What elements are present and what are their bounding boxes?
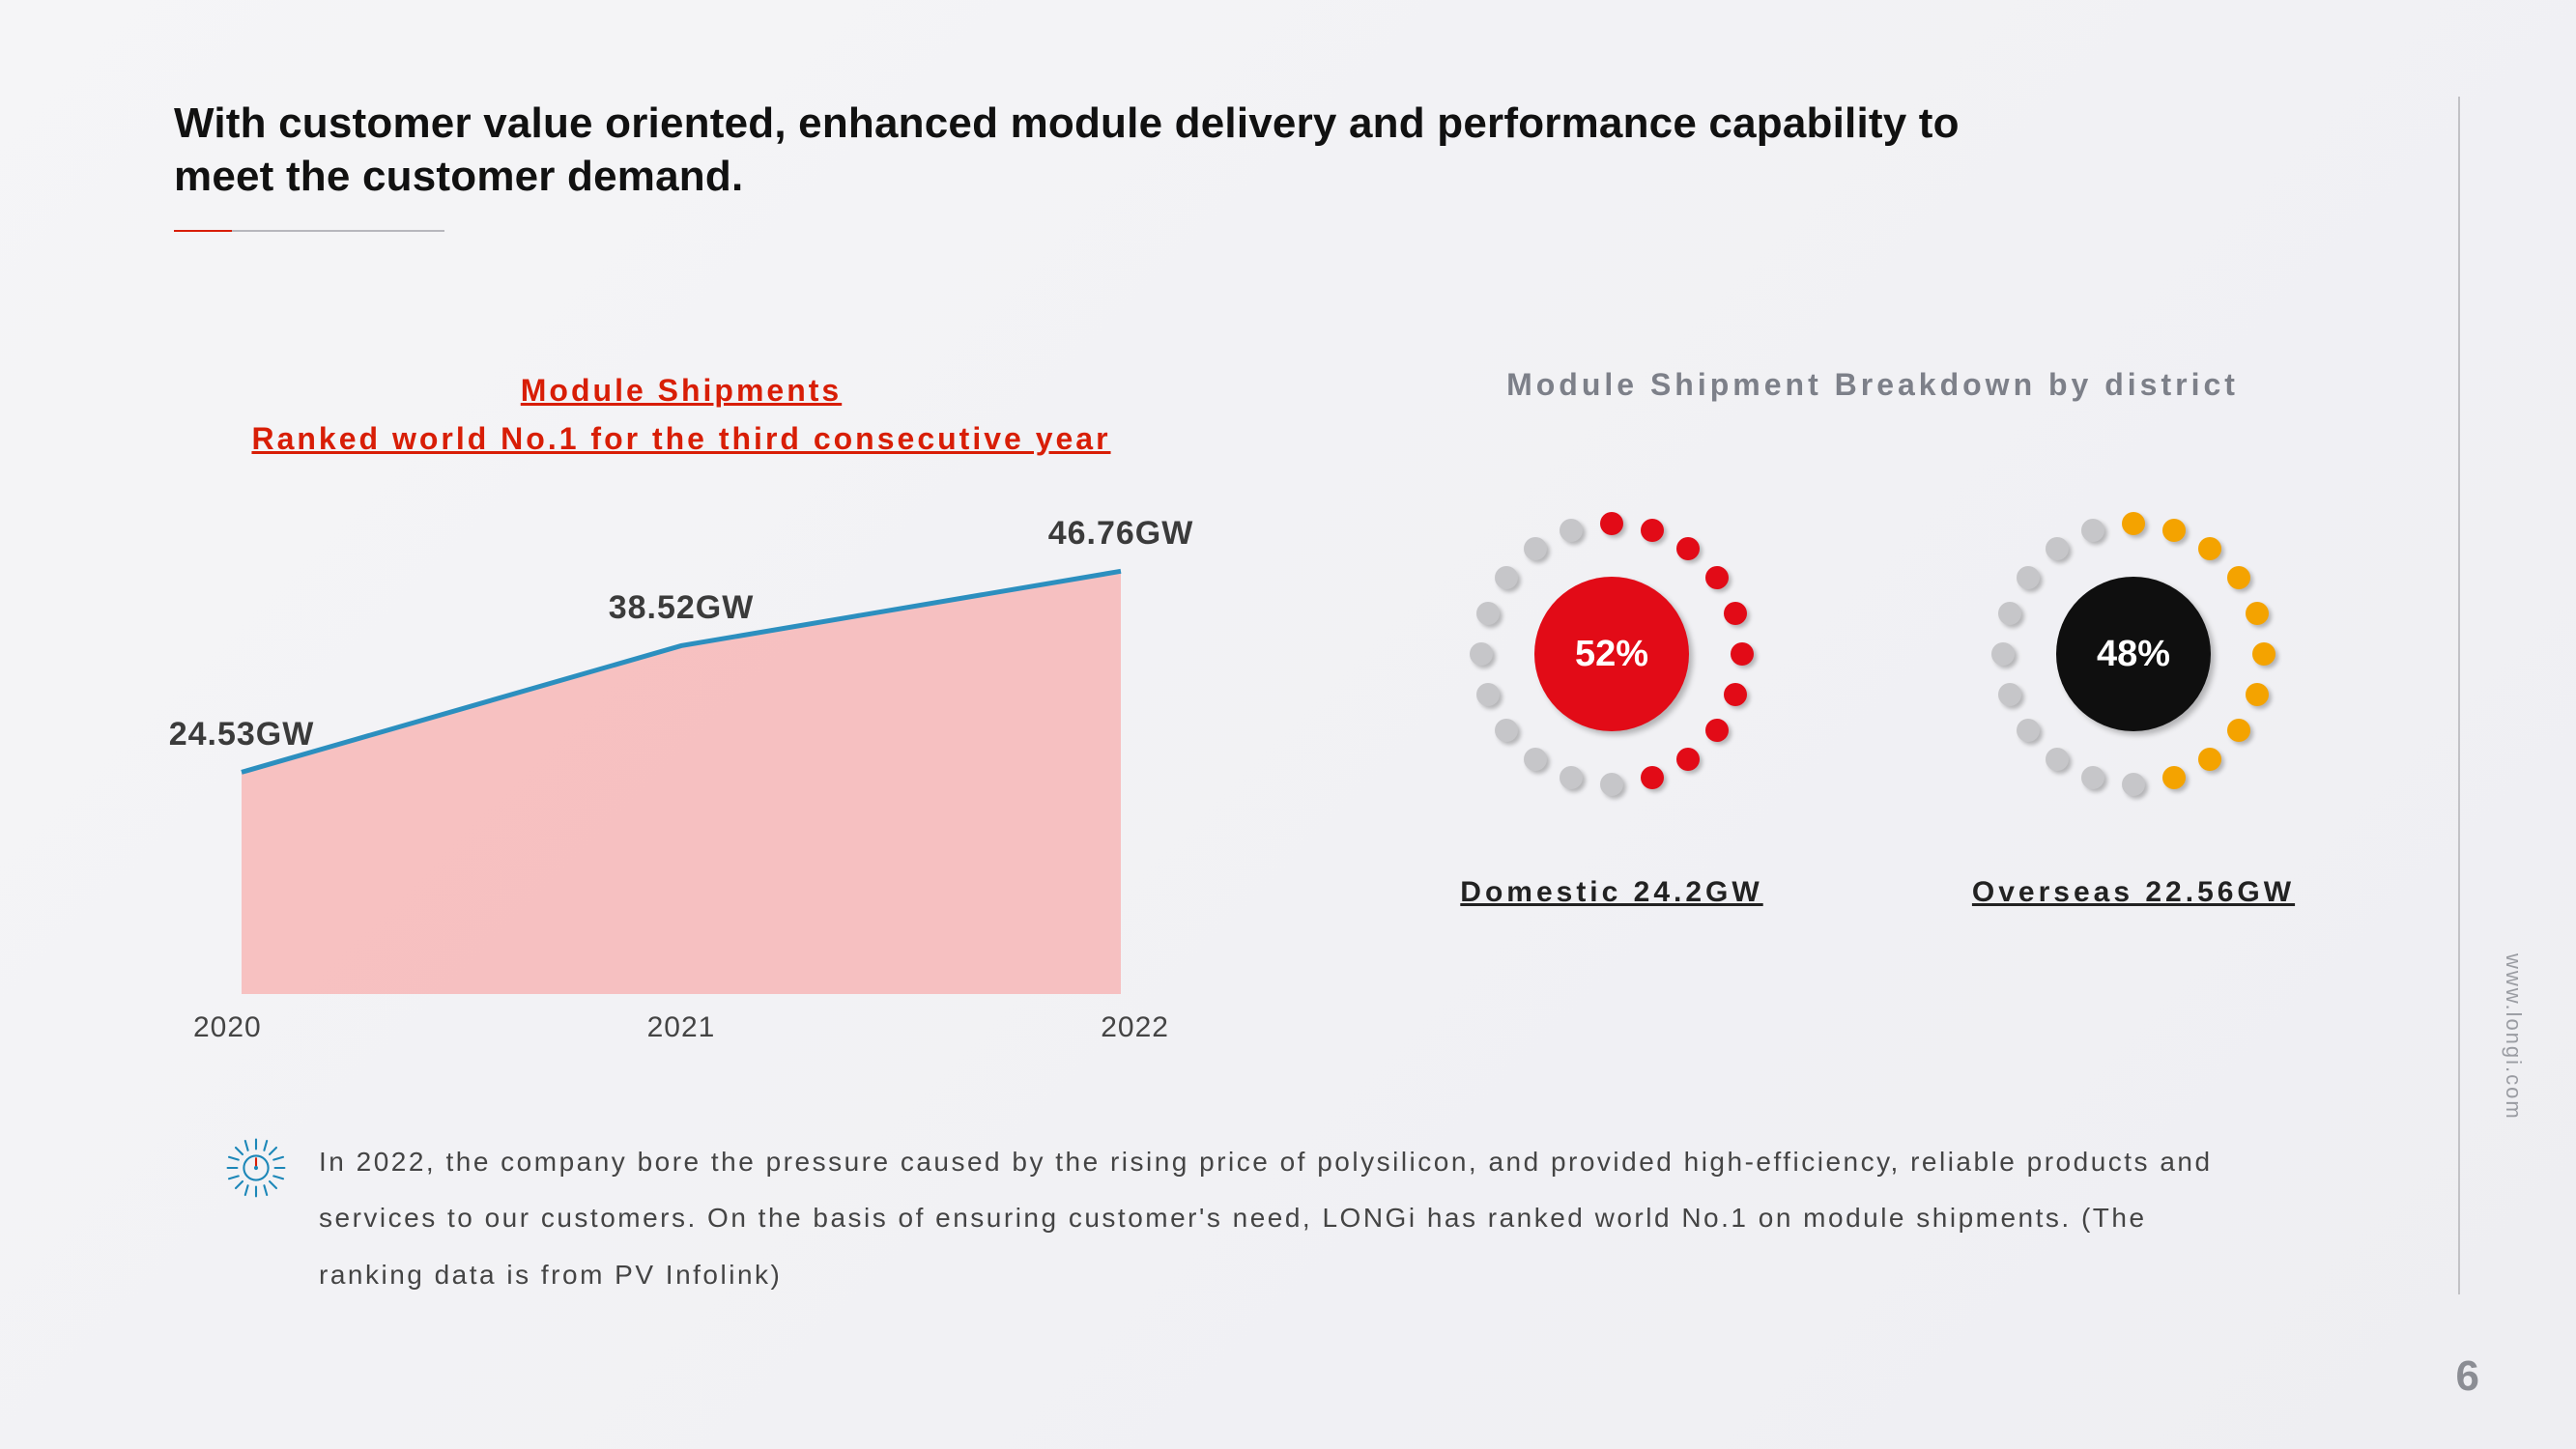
donut-overseas: 48% Overseas 22.56GW — [1969, 490, 2298, 909]
area-chart-title: Module Shipments Ranked world No.1 for t… — [174, 367, 1188, 463]
donut-dot — [1495, 719, 1518, 742]
area-chart-x-axis: 2020 2021 2022 — [174, 1011, 1188, 1044]
donut-dot — [2246, 683, 2269, 706]
page-title: With customer value oriented, enhanced m… — [174, 97, 2010, 203]
edge-divider — [2458, 97, 2460, 1294]
donut-dot — [1600, 773, 1623, 796]
donut-dot — [1641, 519, 1664, 542]
edge-url: www.longi.com — [2501, 953, 2526, 1121]
donut-dot — [2246, 602, 2269, 625]
donut-dot — [2046, 748, 2069, 771]
area-fill — [242, 572, 1121, 995]
donut-dot — [2252, 642, 2275, 666]
title-block: With customer value oriented, enhanced m… — [174, 97, 2010, 232]
x-label: 2021 — [647, 1011, 716, 1044]
slide: With customer value oriented, enhanced m… — [0, 0, 2576, 1449]
area-chart-svg — [174, 492, 1188, 994]
donut-row: 52% Domestic 24.2GW 48% Overseas 22.56GW — [1343, 490, 2402, 909]
donut-dot — [2227, 719, 2250, 742]
donut-dot — [1676, 748, 1700, 771]
donut-dot — [2081, 766, 2104, 789]
donut-dot — [2198, 748, 2221, 771]
donut-dot — [1476, 602, 1500, 625]
area-chart-data-label: 38.52GW — [609, 589, 755, 627]
donut-dot — [1560, 766, 1583, 789]
donut-dot — [1476, 683, 1500, 706]
donut-dot — [2198, 537, 2221, 560]
donut-dot — [1641, 766, 1664, 789]
donut-dot — [1724, 602, 1747, 625]
donut-dot — [2162, 519, 2186, 542]
donut-center: 48% — [2056, 577, 2211, 731]
donut-dot — [1731, 642, 1754, 666]
donut-dot — [1991, 642, 2015, 666]
donut-dot — [1998, 683, 2021, 706]
page-number: 6 — [2456, 1352, 2479, 1401]
content-row: Module Shipments Ranked world No.1 for t… — [174, 367, 2402, 1044]
area-chart-title-line2: Ranked world No.1 for the third consecut… — [251, 421, 1110, 456]
donut-domestic: 52% Domestic 24.2GW — [1447, 490, 1776, 909]
footer-block: In 2022, the company bore the pressure c… — [222, 1134, 2228, 1304]
donut-dot — [2081, 519, 2104, 542]
area-chart: 24.53GW38.52GW46.76GW — [174, 492, 1188, 994]
donut-dot — [2227, 566, 2250, 589]
sun-icon — [222, 1134, 290, 1202]
donut-dot — [2017, 566, 2040, 589]
donut-dot — [2162, 766, 2186, 789]
donut-dot — [1600, 512, 1623, 535]
breakdown-panel: Module Shipment Breakdown by district 52… — [1343, 367, 2402, 1044]
area-chart-title-line1: Module Shipments — [521, 373, 842, 408]
donut-dot — [2122, 773, 2145, 796]
donut-caption: Overseas 22.56GW — [1972, 876, 2295, 909]
donut-dot — [1524, 748, 1547, 771]
donut-dot — [1724, 683, 1747, 706]
title-underline — [174, 230, 444, 232]
donut-dot — [2122, 512, 2145, 535]
breakdown-title: Module Shipment Breakdown by district — [1343, 367, 2402, 403]
donut-dot — [1676, 537, 1700, 560]
donut-dot — [1705, 566, 1729, 589]
donut-dot — [2017, 719, 2040, 742]
donut-dot — [1524, 537, 1547, 560]
area-chart-data-label: 46.76GW — [1048, 515, 1194, 553]
donut-dot — [1705, 719, 1729, 742]
x-label: 2022 — [1101, 1011, 1169, 1044]
donut-dot — [1495, 566, 1518, 589]
donut-percent-label: 48% — [2097, 634, 2170, 675]
donut-stage: 52% — [1447, 490, 1776, 818]
donut-caption: Domestic 24.2GW — [1460, 876, 1762, 909]
donut-dot — [1560, 519, 1583, 542]
x-label: 2020 — [193, 1011, 262, 1044]
donut-dot — [1470, 642, 1493, 666]
donut-stage: 48% — [1969, 490, 2298, 818]
donut-dot — [1998, 602, 2021, 625]
donut-center: 52% — [1534, 577, 1689, 731]
footer-text: In 2022, the company bore the pressure c… — [319, 1134, 2228, 1304]
donut-dot — [2046, 537, 2069, 560]
area-chart-panel: Module Shipments Ranked world No.1 for t… — [174, 367, 1188, 1044]
donut-percent-label: 52% — [1575, 634, 1648, 675]
area-chart-data-label: 24.53GW — [169, 716, 315, 753]
